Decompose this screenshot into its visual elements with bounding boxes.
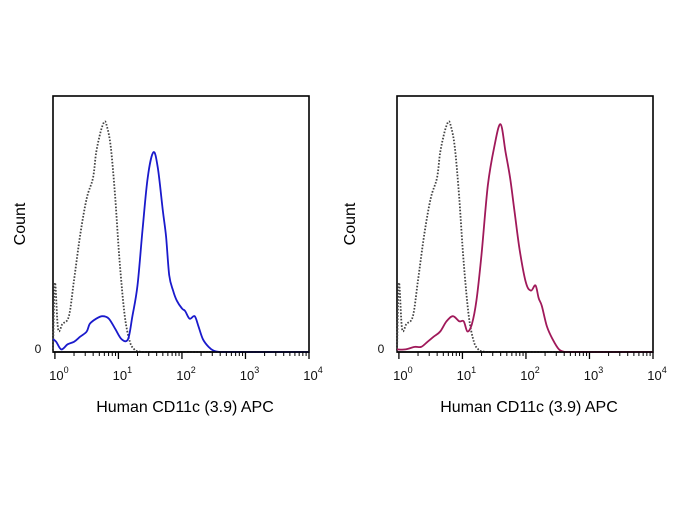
y-tick-label: 0 [378, 342, 385, 356]
x-tick-label: 101 [457, 365, 476, 383]
x-tick-label: 100 [49, 365, 68, 383]
x-tick-label: 102 [176, 365, 195, 383]
stained-sample-line [396, 123, 653, 353]
right-histogram-panel: 100 101 102 103 104 0 Count Human CD11c (3.9) A… [342, 95, 667, 416]
x-axis-title: Human CD11c (3.9) APC [96, 399, 274, 416]
x-tick-label: 101 [113, 365, 132, 383]
x-tick-label: 103 [584, 365, 603, 383]
y-axis-title: Count [342, 202, 359, 245]
y-tick-label: 0 [35, 342, 42, 356]
x-axis-title: Human CD11c (3.9) APC [440, 399, 618, 416]
stained-sample-line [52, 151, 309, 353]
plot-frame [52, 95, 310, 353]
x-tick-label: 104 [647, 365, 666, 383]
x-tick-label: 102 [520, 365, 539, 383]
left-histogram-panel: 100 101 102 103 104 0 Count Human CD11c (3.9) A… [12, 95, 323, 416]
x-tick-label: 100 [393, 365, 412, 383]
x-tick-label: 104 [303, 365, 322, 383]
plot-frame [396, 95, 654, 353]
x-tick-label: 103 [240, 365, 259, 383]
y-axis-title: Count [12, 202, 29, 245]
